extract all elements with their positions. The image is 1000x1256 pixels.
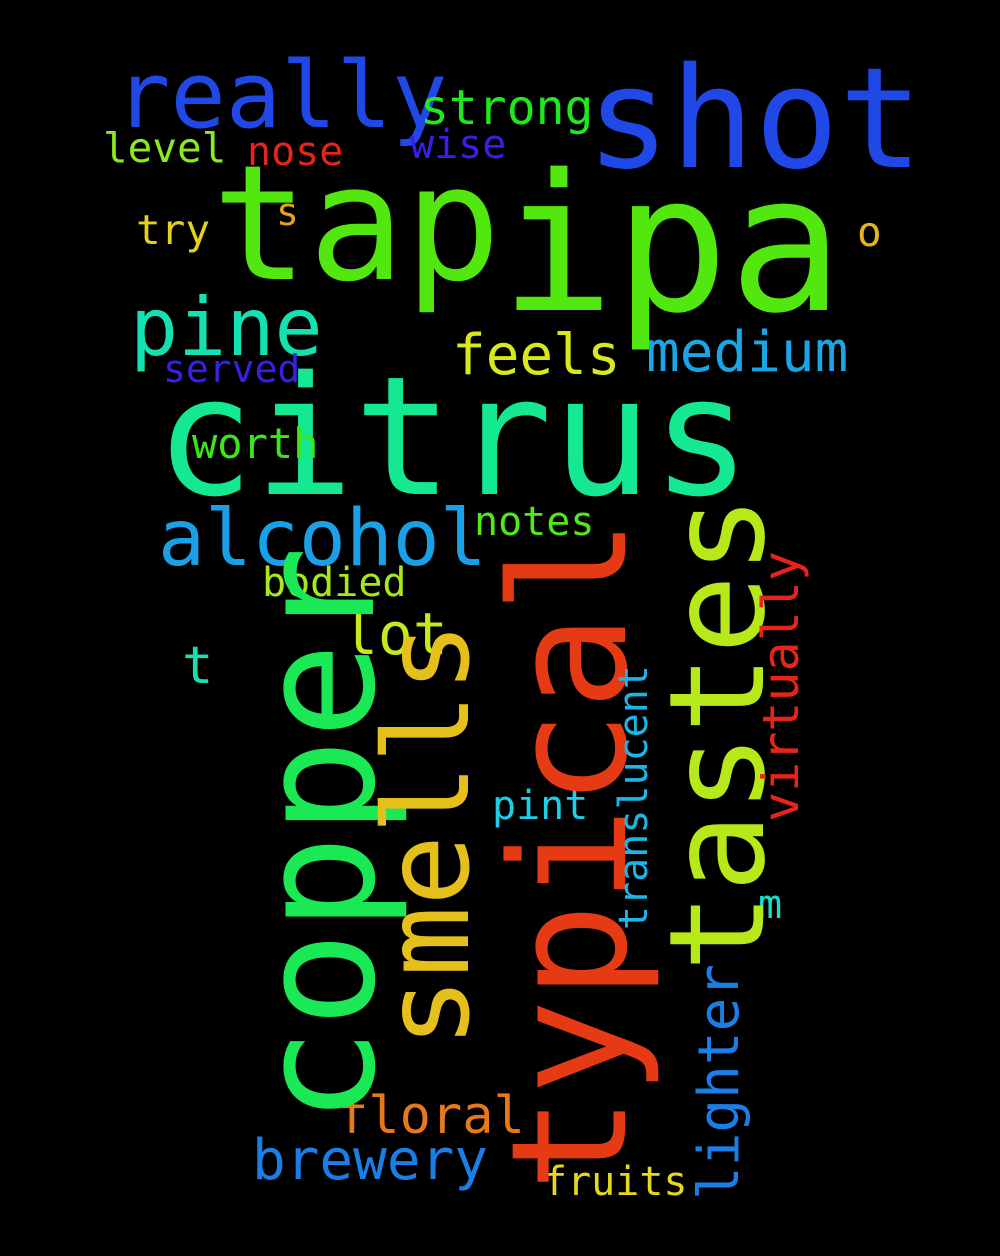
word-pint: pint — [492, 783, 589, 829]
word-medium: medium — [646, 320, 849, 385]
word-strong: strong — [420, 80, 594, 136]
word-alcohol: alcohol — [158, 494, 487, 584]
word-o: o — [857, 208, 882, 256]
word-level: level — [103, 124, 227, 172]
word-try: try — [136, 206, 211, 254]
word-bodied: bodied — [262, 560, 407, 606]
word-lighter: lighter — [687, 963, 752, 1200]
word-wise: wise — [410, 122, 507, 168]
word-notes: notes — [474, 499, 595, 545]
word-lot: lot — [343, 600, 448, 668]
word-shot: shot — [586, 38, 924, 201]
word-translucent: translucent — [611, 665, 657, 930]
word-brewery: brewery — [252, 1128, 489, 1193]
word-ipa: ipa — [500, 134, 844, 355]
word-really: really — [115, 42, 448, 149]
word-served: served — [163, 347, 301, 391]
word-t: t — [182, 636, 214, 696]
word-fruits: fruits — [543, 1159, 688, 1205]
word-feels: feels — [452, 323, 621, 388]
word-m: m — [758, 882, 783, 928]
word-worth: worth — [192, 419, 319, 468]
word-smells: smells — [358, 621, 496, 1048]
word-s: s — [276, 190, 299, 234]
word-tap: tap — [212, 130, 501, 317]
word-pine: pine — [130, 281, 323, 374]
word-citrus: citrus — [155, 341, 752, 533]
word-nose: nose — [247, 129, 344, 175]
word-floral: floral — [337, 1086, 525, 1146]
word-virtually: virtually — [752, 551, 810, 822]
